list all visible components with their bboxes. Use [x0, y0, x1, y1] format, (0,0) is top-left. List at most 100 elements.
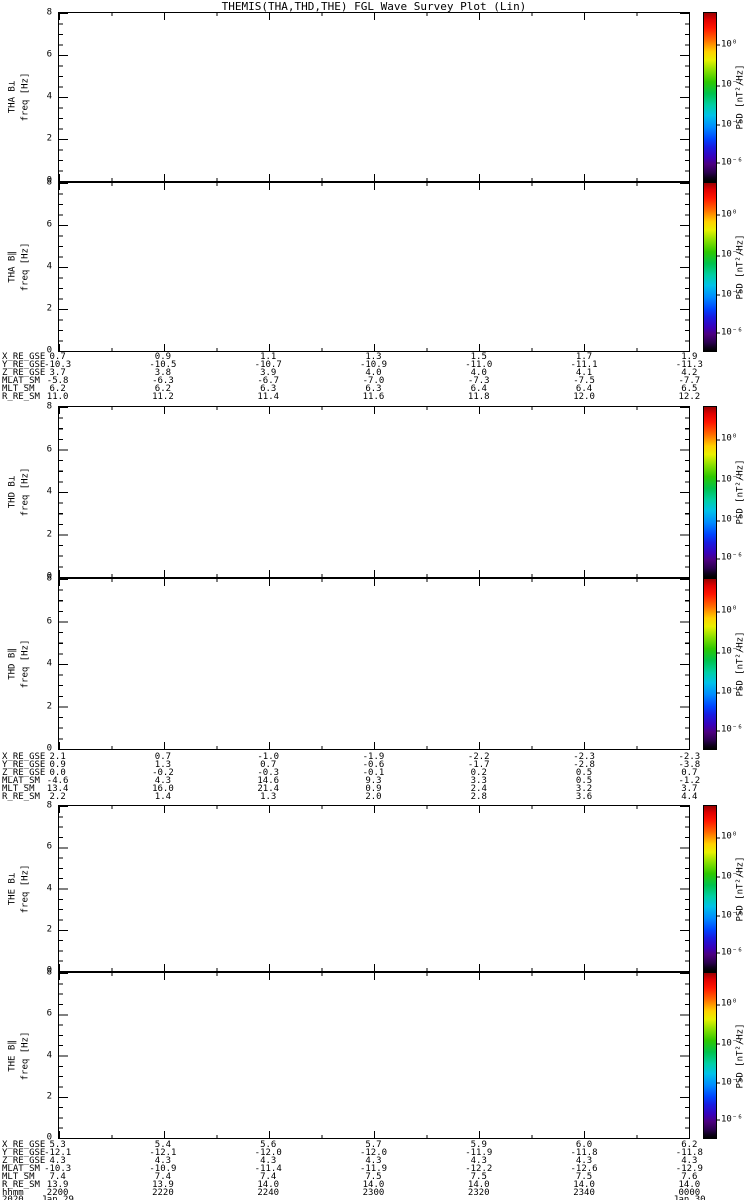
- y-tick-label: 4: [46, 658, 52, 669]
- eph-row-values: -5.8 -6.3 -6.7 -7.0 -7.3 -7.5 -7.7: [5, 376, 742, 386]
- eph-row: MLAT_SM -4.6 4.3 14.6 9.3 3.3 0.5 -1.2: [0, 776, 750, 786]
- eph-row: R_RE_SM 2.2 1.4 1.3 2.0 2.8 3.6 4.4: [0, 792, 750, 802]
- colorbar-tick-label: 10⁻²: [716, 646, 743, 657]
- y-tick-labels: 8 6 4 2 0: [33, 402, 55, 581]
- colorbar-tick-label: 10⁻⁶: [716, 552, 743, 563]
- eph-row-values: Jan 29 Jan 30: [5, 1196, 742, 1200]
- panel-name-label: THD B⊥: [7, 475, 18, 509]
- eph-value: 0.2: [470, 768, 487, 778]
- eph-value: -0.2: [152, 768, 174, 778]
- date-label: [531, 1196, 636, 1200]
- eph-value: 4.2: [681, 368, 698, 378]
- eph-value: -11.9: [359, 1164, 388, 1174]
- y-tick-label: 2: [46, 133, 52, 144]
- colorbar-tick-label: 10⁻²: [716, 79, 743, 90]
- eph-value: 1.4: [154, 792, 172, 802]
- colorbar-tick-label: 10⁰: [715, 433, 738, 444]
- eph-value: -7.0: [362, 376, 385, 386]
- eph-row: MLAT_SM -10.3 -10.9 -11.4 -11.9 -12.2 -12.6 -1…: [0, 1164, 750, 1174]
- eph-value: -12.0: [359, 1148, 388, 1158]
- eph-row-values: 0.0 -0.2 -0.3 -0.1 0.2 0.5 0.7: [5, 768, 742, 778]
- eph-row-label: Y_RE_GSE: [2, 360, 46, 370]
- eph-row-date: 2020 Jan 29 Jan 30: [0, 1196, 750, 1200]
- eph-value: 6.4: [470, 384, 487, 394]
- colorbar-tick-labels: 10⁰ 10⁻² 10⁻⁴ 10⁻⁶: [704, 973, 743, 1138]
- colorbar-tick-label: 10⁻⁶: [716, 724, 743, 735]
- eph-value: -7.3: [467, 376, 490, 386]
- eph-value: 1.7: [575, 352, 593, 362]
- eph-value: 1.1: [260, 352, 277, 362]
- freq-axis-label: freq [Hz]: [20, 72, 31, 122]
- eph-row-values: 0.7 0.9 1.1 1.3 1.5 1.7 1.9: [5, 352, 742, 362]
- eph-value: -0.1: [362, 768, 385, 778]
- eph-row-label: R_RE_SM: [2, 392, 40, 402]
- eph-value: 4.0: [365, 368, 382, 378]
- time-tick-label: 2240: [257, 1188, 280, 1198]
- eph-value: 13.4: [46, 784, 69, 794]
- eph-value: -3.8: [678, 760, 701, 770]
- colorbar-tick-labels: 10⁰ 10⁻² 10⁻⁴ 10⁻⁶: [704, 13, 743, 181]
- eph-value: 11.8: [467, 392, 490, 402]
- time-tick-label: 2300: [362, 1188, 385, 1198]
- eph-row: MLT_SM 13.4 16.0 21.4 0.9 2.4 3.2 3.7: [0, 784, 750, 794]
- eph-value: 11.2: [152, 392, 174, 402]
- colorbar-tick-label: 10⁻⁴: [716, 514, 743, 525]
- time-tick-label: 2200: [46, 1188, 69, 1198]
- eph-value: 4.3: [681, 1156, 698, 1166]
- panel-tha-bpar: THA B∥ freq [Hz] 8 6 4 2 0: [8, 178, 690, 355]
- eph-value: 14.0: [678, 1180, 701, 1190]
- eph-value: -10.9: [359, 360, 388, 370]
- eph-row-label: Z_RE_GSE: [2, 768, 46, 778]
- eph-value: -1.7: [467, 760, 490, 770]
- eph-value: 4.3: [154, 1156, 172, 1166]
- colorbar-tick-label: 10⁻⁴: [716, 1077, 743, 1088]
- eph-value: 3.7: [681, 784, 698, 794]
- colorbar-tick-label: 10⁰: [715, 605, 738, 616]
- eph-value: -1.0: [257, 752, 280, 762]
- eph-row-values: -12.1 -12.1 -12.0 -12.0 -11.9 -11.8 -11.8: [5, 1148, 742, 1158]
- eph-value: 6.5: [681, 384, 698, 394]
- eph-value: 7.4: [260, 1172, 277, 1182]
- eph-value: 5.7: [365, 1140, 382, 1150]
- eph-value: 6.2: [154, 384, 172, 394]
- eph-value: -11.8: [570, 1148, 598, 1158]
- eph-value: 14.0: [573, 1180, 595, 1190]
- eph-row-values: 11.0 11.2 11.4 11.6 11.8 12.0 12.2: [5, 392, 742, 402]
- colorbar-tick-label: 10⁰: [715, 831, 738, 842]
- eph-value: -6.3: [152, 376, 174, 386]
- eph-value: -2.8: [573, 760, 595, 770]
- eph-value: 14.6: [257, 776, 280, 786]
- panel-the-bpar: THE B∥ freq [Hz] 8 6 4 2 0: [8, 968, 690, 1142]
- eph-value: 4.4: [681, 792, 698, 802]
- eph-value: 4.3: [365, 1156, 382, 1166]
- panel-tha-bperp: THA B⊥ freq [Hz] 8 6 4 2 0: [8, 8, 690, 185]
- freq-axis-label: freq [Hz]: [20, 1031, 31, 1080]
- eph-value: 1.3: [260, 792, 277, 802]
- y-tick-label: 2: [46, 303, 52, 314]
- eph-row-label: X_RE_GSE: [2, 752, 46, 762]
- eph-value: 6.2: [681, 1140, 698, 1150]
- colorbar-axis-label: PSD [nT²/Hz]: [735, 459, 746, 525]
- eph-row: MLT_SM 7.4 7.4 7.4 7.5 7.5 7.5 7.6: [0, 1172, 750, 1182]
- colorbar-axis-label: PSD [nT²/Hz]: [735, 234, 746, 300]
- eph-value: -10.3: [44, 1164, 72, 1174]
- y-tick-label: 6: [46, 616, 52, 626]
- eph-row-values: 2.1 0.7 -1.0 -1.9 -2.2 -2.3 -2.3: [5, 752, 742, 762]
- y-tick-label: 8: [46, 800, 52, 811]
- eph-row-label: X_RE_GSE: [2, 1140, 46, 1150]
- eph-value: 12.0: [573, 392, 595, 402]
- eph-value: 0.0: [49, 768, 66, 778]
- eph-value: 5.9: [470, 1140, 487, 1150]
- eph-value: 2.1: [49, 752, 66, 762]
- y-tick-label: 4: [46, 883, 52, 893]
- eph-value: -12.6: [570, 1164, 598, 1174]
- eph-value: -11.4: [254, 1164, 282, 1174]
- eph-value: 16.0: [152, 784, 174, 794]
- eph-row-values: 5.3 5.4 5.6 5.7 5.9 6.0 6.2: [5, 1140, 742, 1150]
- panel-thd-bperp: THD B⊥ freq [Hz] 8 6 4 2 0: [8, 402, 690, 581]
- eph-row-label: hhmm: [2, 1188, 24, 1198]
- eph-row: X_RE_GSE 0.7 0.9 1.1 1.3 1.5 1.7 1.9: [0, 352, 750, 362]
- eph-value: -11.1: [570, 360, 598, 370]
- eph-row: Y_RE_GSE -10.3 -10.5 -10.7 -10.9 -11.0 -11.1-…: [0, 360, 750, 370]
